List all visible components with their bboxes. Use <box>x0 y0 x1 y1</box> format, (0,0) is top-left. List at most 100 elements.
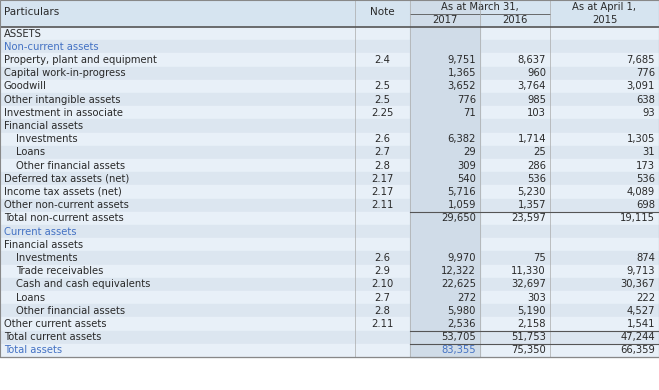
Bar <box>410 199 480 212</box>
Bar <box>410 27 480 40</box>
Text: 6,382: 6,382 <box>447 134 476 144</box>
Text: 3,652: 3,652 <box>447 82 476 91</box>
Text: 540: 540 <box>457 174 476 184</box>
Text: Other intangible assets: Other intangible assets <box>4 95 121 105</box>
Text: 25: 25 <box>533 147 546 158</box>
Text: 1,714: 1,714 <box>517 134 546 144</box>
Bar <box>410 40 480 53</box>
Text: 309: 309 <box>457 161 476 170</box>
Bar <box>410 291 480 304</box>
Text: Capital work-in-progress: Capital work-in-progress <box>4 68 126 78</box>
Text: 7,685: 7,685 <box>627 55 655 65</box>
Bar <box>0 106 659 119</box>
Text: Trade receivables: Trade receivables <box>16 266 103 276</box>
Text: 2.17: 2.17 <box>371 187 393 197</box>
Text: 2016: 2016 <box>502 15 528 25</box>
Bar <box>0 172 659 185</box>
Text: Investment in associate: Investment in associate <box>4 108 123 118</box>
Text: 2.6: 2.6 <box>374 253 391 263</box>
Bar <box>0 119 659 133</box>
Bar <box>410 278 480 291</box>
Text: 93: 93 <box>643 108 655 118</box>
Text: 1,305: 1,305 <box>627 134 655 144</box>
Text: 1,541: 1,541 <box>627 319 655 329</box>
Text: 29: 29 <box>463 147 476 158</box>
Text: 12,322: 12,322 <box>441 266 476 276</box>
Text: 30,367: 30,367 <box>620 279 655 289</box>
Text: 776: 776 <box>636 68 655 78</box>
Bar <box>410 53 480 67</box>
Text: Income tax assets (net): Income tax assets (net) <box>4 187 122 197</box>
Text: 1,059: 1,059 <box>447 200 476 210</box>
Text: 23,597: 23,597 <box>511 213 546 223</box>
Bar <box>410 317 480 331</box>
Bar <box>410 133 480 146</box>
Bar <box>410 146 480 159</box>
Text: Investments: Investments <box>16 253 78 263</box>
Bar <box>0 53 659 67</box>
Bar <box>0 80 659 93</box>
Text: 2.11: 2.11 <box>371 200 393 210</box>
Text: 2.25: 2.25 <box>371 108 393 118</box>
Text: Loans: Loans <box>16 292 45 303</box>
Text: 22,625: 22,625 <box>441 279 476 289</box>
Text: 173: 173 <box>636 161 655 170</box>
Text: Goodwill: Goodwill <box>4 82 47 91</box>
Text: 103: 103 <box>527 108 546 118</box>
Bar <box>0 264 659 278</box>
Bar <box>0 67 659 80</box>
Bar <box>410 344 480 357</box>
Bar <box>410 93 480 106</box>
Text: 272: 272 <box>457 292 476 303</box>
Bar <box>0 212 659 225</box>
Bar <box>0 93 659 106</box>
Text: 2.8: 2.8 <box>374 161 390 170</box>
Text: Particulars: Particulars <box>4 7 59 17</box>
Text: 5,230: 5,230 <box>517 187 546 197</box>
Text: Other financial assets: Other financial assets <box>16 306 125 316</box>
Bar <box>0 40 659 53</box>
Text: 53,705: 53,705 <box>442 332 476 342</box>
Text: 5,716: 5,716 <box>447 187 476 197</box>
Bar <box>0 199 659 212</box>
Bar <box>0 27 659 40</box>
Text: 303: 303 <box>527 292 546 303</box>
Bar <box>410 67 480 80</box>
Text: Current assets: Current assets <box>4 227 76 237</box>
Bar <box>0 252 659 264</box>
Text: Other non-current assets: Other non-current assets <box>4 200 129 210</box>
Bar <box>410 172 480 185</box>
Text: 698: 698 <box>636 200 655 210</box>
Bar <box>0 291 659 304</box>
Text: 29,650: 29,650 <box>441 213 476 223</box>
Bar <box>0 317 659 331</box>
Text: 8,637: 8,637 <box>517 55 546 65</box>
Bar <box>0 185 659 199</box>
Bar <box>410 225 480 238</box>
Text: 2.8: 2.8 <box>374 306 390 316</box>
Text: 9,751: 9,751 <box>447 55 476 65</box>
Text: 2.11: 2.11 <box>371 319 393 329</box>
Text: 2.4: 2.4 <box>374 55 390 65</box>
Text: 32,697: 32,697 <box>511 279 546 289</box>
Bar <box>410 106 480 119</box>
Bar <box>410 159 480 172</box>
Text: ASSETS: ASSETS <box>4 28 42 39</box>
Text: 2.5: 2.5 <box>374 95 391 105</box>
Text: 776: 776 <box>457 95 476 105</box>
Text: Total non-current assets: Total non-current assets <box>4 213 124 223</box>
Text: Other current assets: Other current assets <box>4 319 107 329</box>
Bar <box>0 0 659 27</box>
Text: Note: Note <box>370 7 395 17</box>
Bar <box>410 212 480 225</box>
Bar <box>410 238 480 252</box>
Text: 51,753: 51,753 <box>511 332 546 342</box>
Text: Financial assets: Financial assets <box>4 121 83 131</box>
Bar <box>410 119 480 133</box>
Text: 2.5: 2.5 <box>374 82 391 91</box>
Bar <box>410 304 480 317</box>
Text: Total assets: Total assets <box>4 346 62 355</box>
Text: 536: 536 <box>636 174 655 184</box>
Bar <box>410 264 480 278</box>
Text: 222: 222 <box>636 292 655 303</box>
